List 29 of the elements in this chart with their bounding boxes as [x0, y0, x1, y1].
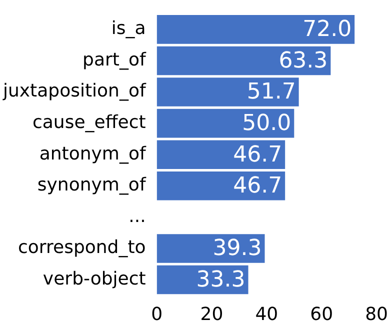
- data-label: 46.7: [233, 174, 282, 199]
- y-tick-label: antonym_of: [39, 143, 146, 164]
- y-tick-label: juxtaposition_of: [2, 80, 146, 102]
- x-tick-label: 80: [365, 304, 388, 325]
- bar: [156, 171, 286, 200]
- y-tick-label: cause_effect: [32, 112, 146, 133]
- x-tick-label: 20: [200, 304, 224, 325]
- data-label: 39.3: [212, 236, 262, 262]
- bar: [156, 234, 265, 263]
- data-label: 50.0: [242, 111, 292, 136]
- data-label: 72.0: [302, 17, 352, 42]
- data-label: 46.7: [233, 142, 282, 168]
- y-tick-label: correspond_to: [18, 237, 146, 258]
- bar: [156, 78, 299, 106]
- bar: [156, 140, 286, 169]
- bar: [156, 46, 331, 76]
- x-tick-label: 0: [151, 304, 163, 325]
- x-tick-label: 40: [255, 304, 278, 325]
- y-tick-label: verb-object: [42, 268, 146, 290]
- data-label: 51.7: [246, 80, 296, 105]
- y-tick-label: ...: [128, 206, 146, 227]
- y-tick-label: is_a: [111, 18, 146, 40]
- y-tick-label: synonym_of: [37, 174, 146, 196]
- bar: [156, 15, 355, 44]
- bar: [156, 108, 294, 138]
- data-label: 33.3: [196, 267, 246, 292]
- x-tick-label: 60: [310, 304, 334, 325]
- data-label: 63.3: [278, 48, 328, 74]
- y-tick-label: part_of: [82, 49, 146, 70]
